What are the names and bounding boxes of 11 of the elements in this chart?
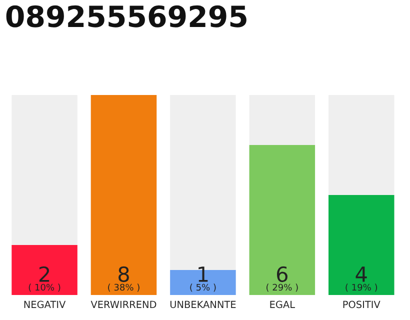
- data-label: 1 ( 5% ): [190, 266, 216, 292]
- data-label: 4 ( 19% ): [346, 266, 378, 292]
- data-label: 2 ( 10% ): [28, 266, 60, 292]
- x-tick-label: NEGATIV: [24, 300, 66, 308]
- data-label: 6 ( 29% ): [266, 266, 298, 292]
- data-label: 8 ( 38% ): [108, 266, 140, 292]
- x-tick-label: VERWIRREND: [90, 300, 156, 308]
- x-tick-label: EGAL: [270, 300, 295, 308]
- x-tick-label: POSITIV: [343, 300, 380, 308]
- chart-title: 089255569295: [6, 5, 246, 28]
- x-tick-label: UNBEKANNTE: [170, 300, 236, 308]
